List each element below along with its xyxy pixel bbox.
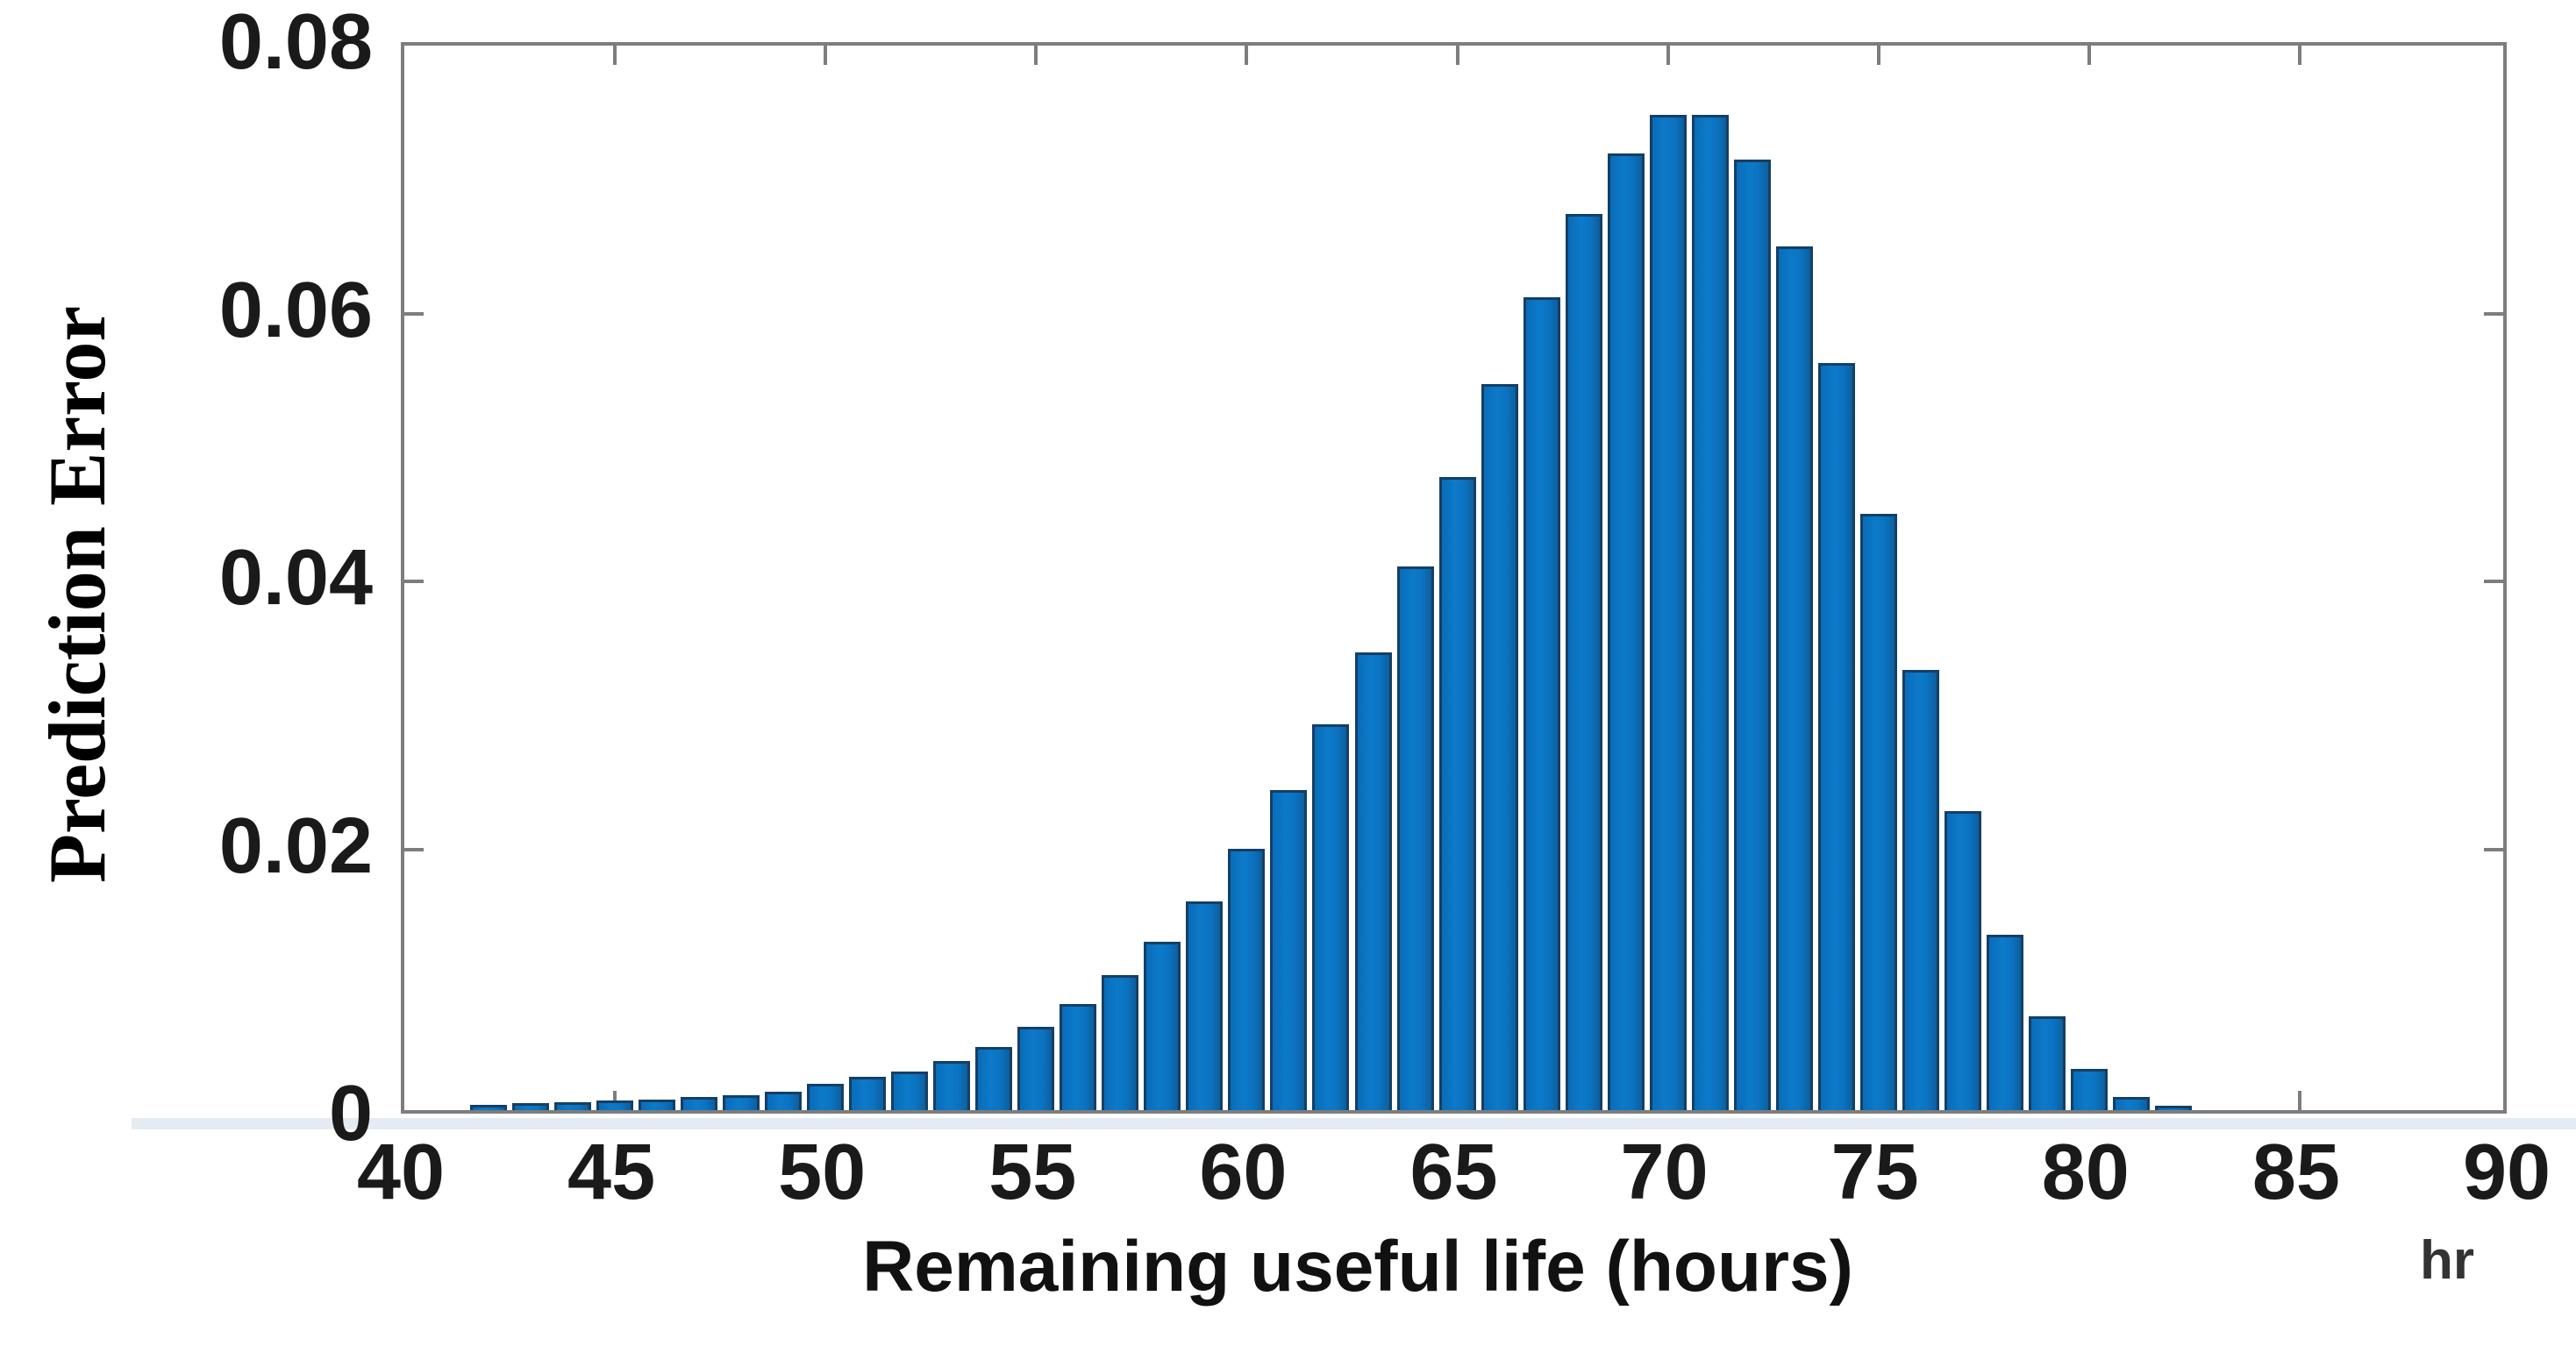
histogram-bar-x43	[512, 1103, 550, 1110]
y-axis-tick-0.04-left	[404, 580, 424, 583]
histogram-bar-x73	[1775, 246, 1813, 1110]
histogram-bar-x47	[681, 1096, 718, 1110]
histogram-bar-x61	[1270, 789, 1308, 1110]
x-tick-label-45: 45	[567, 1129, 656, 1216]
x-axis-tick-85-bottom	[2297, 1091, 2301, 1110]
y-axis-tick-0.06-left	[404, 311, 424, 316]
histogram-bar-x54	[975, 1047, 1013, 1110]
y-tick-label-0.06: 0.06	[218, 266, 373, 354]
y-tick-label-0.08: 0.08	[218, 0, 373, 86]
plot-area	[401, 42, 2507, 1114]
x-axis-tick-70-top	[1666, 46, 1670, 65]
histogram-bar-x68	[1565, 214, 1602, 1110]
histogram-bar-x42	[470, 1104, 507, 1110]
x-tick-label-65: 65	[1409, 1129, 1498, 1216]
histogram-bar-x71	[1691, 115, 1729, 1110]
histogram-bar-x58	[1144, 941, 1181, 1110]
histogram-bar-x72	[1733, 159, 1771, 1110]
x-tick-label-80: 80	[2041, 1129, 2130, 1216]
histogram-bar-x66	[1481, 384, 1518, 1110]
histogram-bar-x77	[1944, 811, 1981, 1110]
jpeg-artifact-strip	[132, 1118, 2576, 1129]
histogram-bar-x81	[2112, 1096, 2150, 1110]
x-axis-tick-80-top	[2087, 46, 2091, 65]
histogram-bar-x75	[1859, 514, 1897, 1110]
histogram-bar-x64	[1396, 566, 1434, 1110]
histogram-bar-x48	[723, 1095, 760, 1110]
histogram-bar-x65	[1438, 476, 1476, 1110]
x-axis-tick-85-top	[2297, 46, 2301, 65]
y-axis-tick-0.02-right	[2484, 847, 2503, 851]
histogram-bar-x53	[933, 1060, 971, 1110]
histogram-bar-x49	[765, 1091, 803, 1110]
histogram-bar-x59	[1186, 901, 1224, 1110]
x-axis-tick-65-top	[1455, 46, 1459, 65]
x-tick-label-40: 40	[356, 1129, 446, 1216]
y-axis-tick-0.04-right	[2484, 580, 2503, 583]
histogram-bar-x67	[1523, 296, 1560, 1110]
histogram-bar-x51	[849, 1076, 887, 1110]
y-axis-tick-0.02-left	[404, 847, 424, 851]
x-tick-label-50: 50	[778, 1129, 867, 1216]
histogram-bar-x62	[1312, 724, 1350, 1110]
histogram-bar-x69	[1607, 153, 1645, 1110]
histogram-bar-x45	[596, 1100, 634, 1110]
y-axis-tick-0.06-right	[2484, 311, 2503, 316]
x-axis-tick-45-bottom	[613, 1091, 617, 1110]
x-axis-unit-label: hr	[2420, 1230, 2474, 1291]
histogram-bar-x57	[1102, 974, 1139, 1110]
histogram-bar-x82	[2154, 1106, 2192, 1110]
histogram-bar-x52	[891, 1071, 929, 1110]
x-axis-tick-55-top	[1034, 46, 1038, 65]
x-axis-tick-75-top	[1876, 46, 1880, 65]
x-axis-title: Remaining useful life (hours)	[862, 1227, 1853, 1307]
histogram-bar-x76	[1902, 669, 1939, 1110]
x-tick-label-75: 75	[1830, 1129, 1919, 1216]
histogram-bar-x60	[1228, 849, 1266, 1110]
x-tick-label-85: 85	[2251, 1129, 2340, 1216]
histogram-bar-x80	[2070, 1068, 2108, 1110]
x-tick-label-90: 90	[2462, 1129, 2551, 1216]
x-axis-tick-45-top	[613, 46, 617, 65]
y-tick-label-0.04: 0.04	[218, 534, 373, 622]
x-axis-tick-60-top	[1245, 46, 1249, 65]
x-tick-label-55: 55	[988, 1129, 1077, 1216]
y-tick-label-0: 0	[328, 1070, 373, 1157]
histogram-bar-x46	[639, 1099, 676, 1110]
y-tick-label-0.02: 0.02	[218, 801, 373, 890]
x-axis-tick-50-top	[824, 46, 828, 65]
histogram-bar-x70	[1649, 115, 1687, 1110]
x-tick-label-60: 60	[1199, 1129, 1288, 1216]
histogram-bar-x44	[554, 1101, 592, 1110]
histogram-bar-x63	[1354, 652, 1392, 1110]
histogram-bar-x78	[1986, 934, 2023, 1110]
histogram-bar-x79	[2028, 1016, 2066, 1110]
histogram-bar-x55	[1017, 1027, 1055, 1110]
histogram-bar-x50	[807, 1083, 845, 1110]
histogram-bar-x56	[1060, 1004, 1097, 1110]
histogram-bar-x74	[1817, 362, 1855, 1110]
x-tick-label-70: 70	[1620, 1129, 1709, 1216]
